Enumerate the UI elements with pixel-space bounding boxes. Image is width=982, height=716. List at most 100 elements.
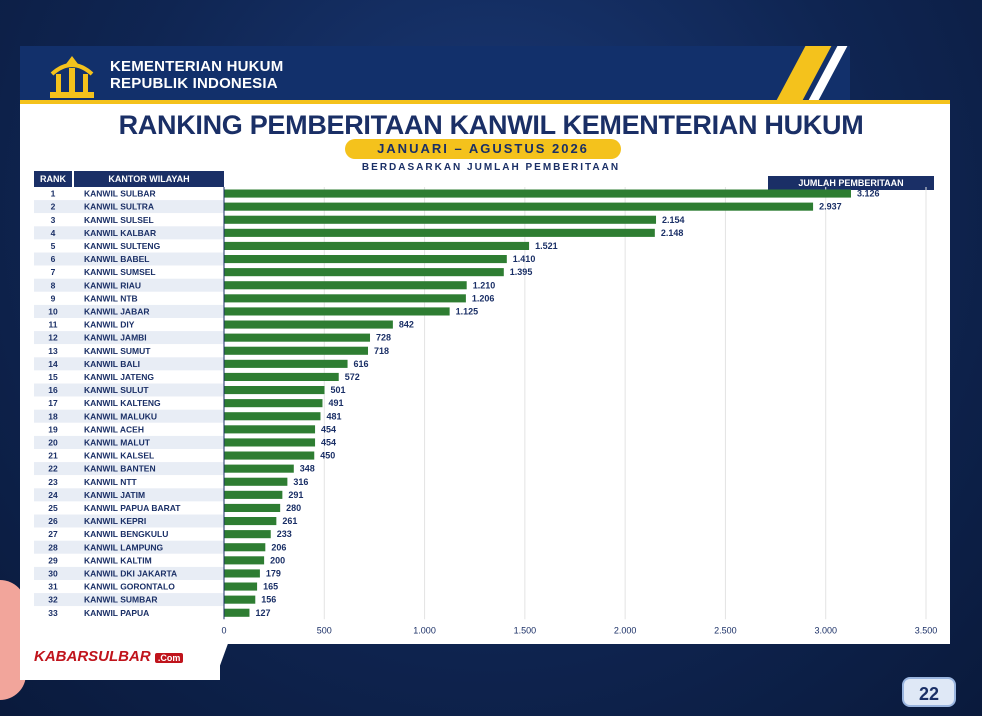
bar (224, 399, 323, 408)
rank-cell: 6 (51, 254, 56, 264)
data-label: 2.154 (662, 215, 685, 225)
bar (224, 320, 393, 329)
rank-cell: 22 (48, 464, 58, 474)
data-label: 728 (376, 333, 391, 343)
rank-cell: 2 (51, 202, 56, 212)
rank-cell: 3 (51, 215, 56, 225)
office-cell: KANWIL BANTEN (84, 464, 156, 474)
bar (224, 268, 504, 277)
data-label: 1.125 (456, 307, 479, 317)
office-cell: KANWIL SUMBAR (84, 595, 158, 605)
bar (224, 346, 369, 355)
header-band (20, 46, 850, 104)
data-label: 454 (321, 424, 336, 434)
brand-name: KABARSULBAR (34, 648, 151, 665)
rank-cell: 31 (48, 582, 58, 592)
office-cell: KANWIL SULSEL (84, 215, 154, 225)
data-label: 127 (255, 608, 270, 618)
bar (224, 412, 321, 421)
office-cell: KANWIL NTB (84, 293, 138, 303)
bar (224, 569, 260, 578)
rank-cell: 1 (51, 189, 56, 199)
brand-logo: KABARSULBAR .Com (34, 648, 184, 665)
table-row (34, 488, 224, 502)
data-label: 179 (266, 569, 281, 579)
table-row (34, 435, 224, 449)
data-label: 450 (320, 451, 335, 461)
x-tick-label: 500 (317, 625, 332, 635)
bar (224, 477, 288, 486)
brand-suffix: .Com (154, 653, 184, 663)
table-row (34, 606, 224, 620)
office-cell: KANWIL JATENG (84, 372, 154, 382)
chart-subtitle: BERDASARKAN JUMLAH PEMBERITAAN (361, 162, 621, 173)
org-name-line2: REPUBLIK INDONESIA (110, 75, 278, 92)
data-label: 233 (277, 529, 292, 539)
office-cell: KANWIL SULUT (84, 385, 149, 395)
rank-cell: 16 (48, 385, 58, 395)
x-tick-label: 1.500 (514, 625, 537, 635)
table-row (34, 344, 224, 358)
rank-cell: 23 (48, 477, 58, 487)
rank-cell: 11 (49, 320, 58, 330)
rank-cell: 25 (48, 503, 58, 513)
bar (224, 530, 271, 539)
office-cell: KANWIL PAPUA (84, 608, 149, 618)
table-row (34, 265, 224, 279)
table-row (34, 475, 224, 489)
rank-cell: 29 (48, 555, 58, 565)
rank-cell: 13 (48, 346, 58, 356)
rank-cell: 19 (48, 424, 58, 434)
table-row (34, 370, 224, 384)
rank-cell: 20 (48, 438, 58, 448)
data-label: 454 (321, 438, 336, 448)
rank-cell: 4 (51, 228, 56, 238)
table-row (34, 462, 224, 476)
office-cell: KANWIL KALBAR (84, 228, 156, 238)
rank-cell: 5 (51, 241, 56, 251)
data-label: 2.148 (661, 228, 684, 238)
office-cell: KANWIL JABAR (84, 307, 149, 317)
office-cell: KANWIL KALTIM (84, 555, 152, 565)
bar (224, 189, 851, 198)
bar (224, 503, 281, 512)
table-row (34, 357, 224, 371)
table-row (34, 501, 224, 515)
bar (224, 215, 657, 224)
office-cell: KANWIL ACEH (84, 424, 144, 434)
data-label: 165 (263, 582, 278, 592)
bar (224, 608, 250, 617)
kementerian-hukum-logo-icon (50, 56, 94, 98)
bar (224, 490, 283, 499)
data-label: 156 (261, 595, 276, 605)
table-row (34, 187, 224, 201)
bar (224, 464, 294, 473)
office-cell: KANWIL SUMSEL (84, 267, 156, 277)
table-row (34, 331, 224, 345)
data-label: 3.126 (857, 189, 880, 199)
office-cell: KANWIL JATIM (84, 490, 145, 500)
table-row (34, 593, 224, 607)
table-row (34, 514, 224, 528)
table-row (34, 200, 224, 214)
bar (224, 255, 507, 264)
data-label: 200 (270, 555, 285, 565)
table-row (34, 540, 224, 554)
office-cell: KANWIL SUMUT (84, 346, 151, 356)
office-cell: KANWIL GORONTALO (84, 582, 175, 592)
data-label: 616 (354, 359, 369, 369)
office-cell: KANWIL LAMPUNG (84, 542, 164, 552)
bar (224, 359, 348, 368)
bar (224, 307, 450, 316)
x-tick-label: 2.500 (714, 625, 737, 635)
data-label: 842 (399, 320, 414, 330)
office-cell: KANWIL RIAU (84, 280, 141, 290)
rank-cell: 8 (51, 280, 56, 290)
data-label: 291 (288, 490, 303, 500)
period-badge: JANUARI – AGUSTUS 2026 (345, 139, 621, 159)
office-cell: KANWIL JAMBI (84, 333, 147, 343)
office-cell: KANWIL SULBAR (84, 189, 156, 199)
bar (224, 438, 316, 447)
rank-cell: 24 (48, 490, 58, 500)
bar (224, 582, 258, 591)
